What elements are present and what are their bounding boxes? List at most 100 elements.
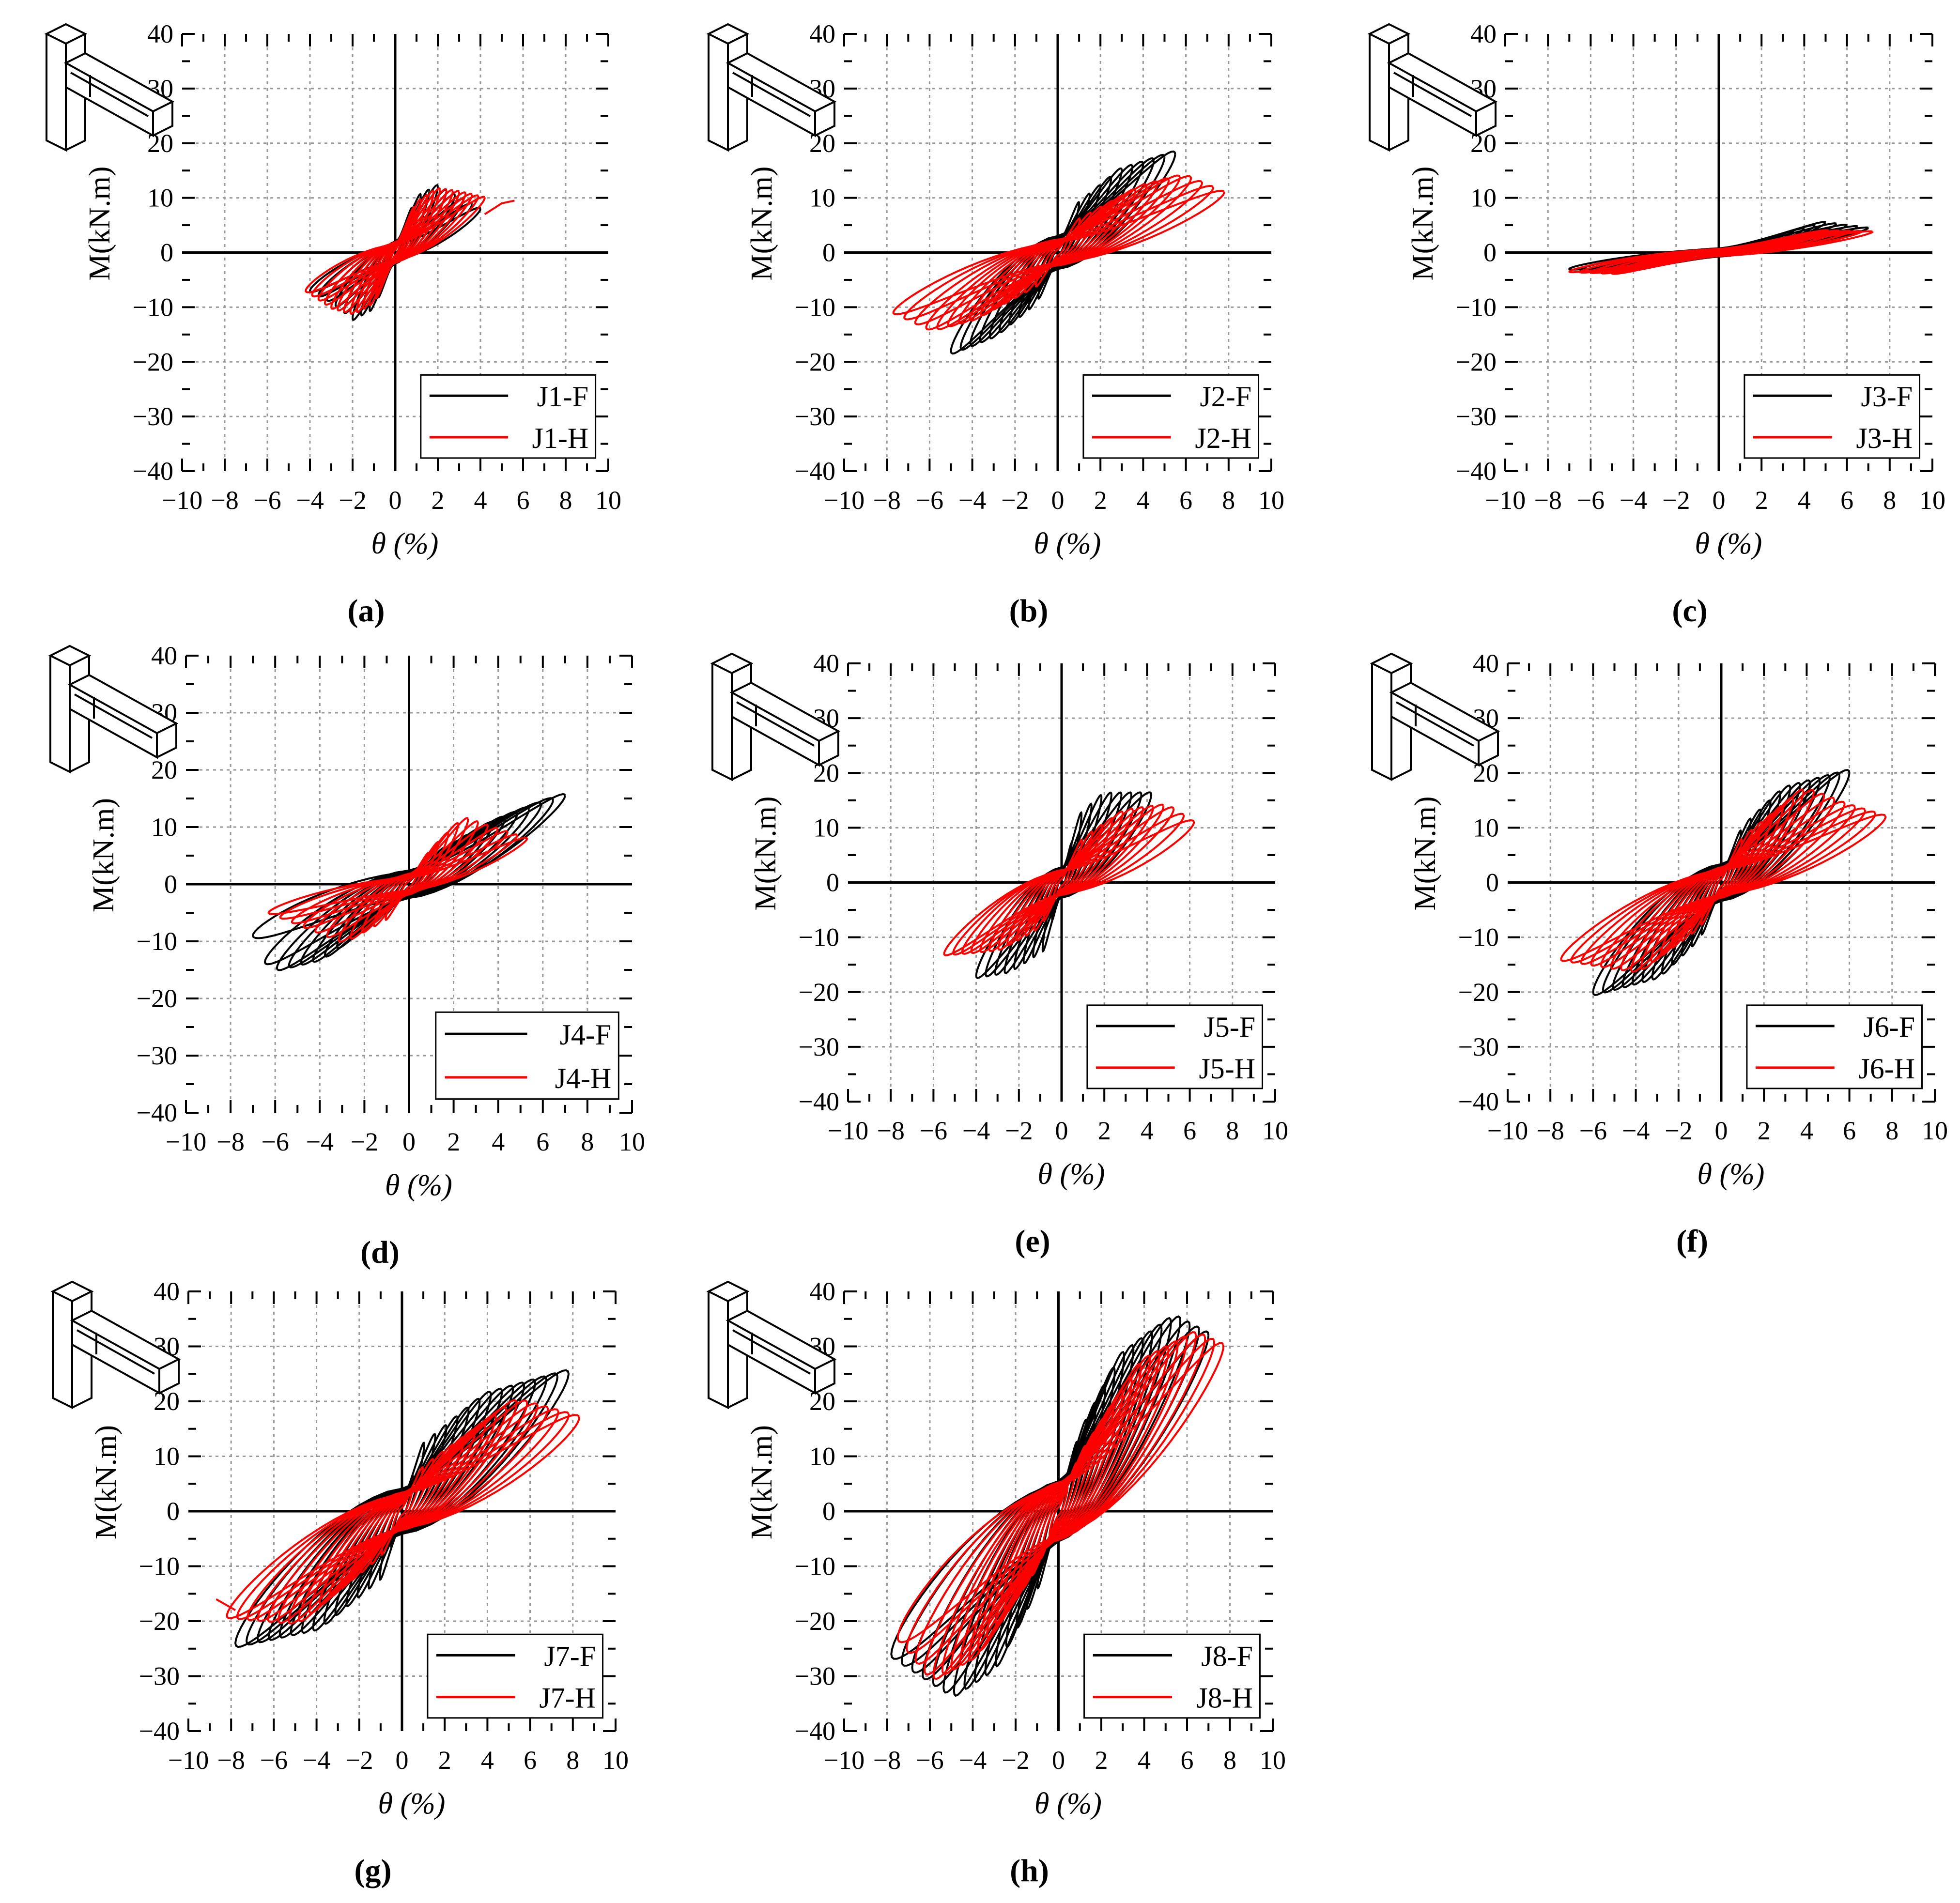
- chart-panel-g: −10 −8 −6 −4 −2 0 2 4 6 8 10−40−30−20−10010203040θ…: [50, 1277, 629, 1888]
- panel-label: (h): [1010, 1853, 1049, 1888]
- x-tick-label: 10: [1919, 486, 1945, 515]
- x-tick-label: 0: [1715, 1116, 1728, 1145]
- x-tick-label: −10: [824, 486, 864, 515]
- x-tick-label: −10: [168, 1746, 209, 1775]
- x-tick-label: −2: [339, 486, 366, 515]
- y-axis-label: M(kN.m): [90, 1425, 123, 1539]
- x-tick-label: 6: [517, 486, 530, 515]
- y-axis-label: M(kN.m): [745, 1425, 778, 1539]
- hysteresis-loop: [1568, 230, 1874, 274]
- x-tick-label: 4: [1138, 1746, 1151, 1775]
- y-tick-label: −40: [795, 1717, 835, 1746]
- y-tick-label: 40: [147, 19, 173, 48]
- y-tick-label: −10: [139, 1552, 180, 1581]
- y-tick-label: −20: [137, 984, 177, 1013]
- hysteresis-loop: [267, 836, 528, 915]
- legend-label: J8-F: [1201, 1640, 1253, 1672]
- beam-shape: [70, 1309, 181, 1395]
- y-tick-label: −10: [795, 1552, 835, 1581]
- x-tick-label: −4: [1622, 1116, 1650, 1145]
- x-tick-label: 6: [536, 1127, 549, 1156]
- y-tick-label: −40: [133, 457, 173, 486]
- y-tick-label: 10: [1473, 813, 1499, 842]
- hysteresis-loop: [1042, 839, 1083, 922]
- x-tick-label: −10: [166, 1127, 206, 1156]
- y-axis-label: M(kN.m): [745, 167, 778, 281]
- hysteresis-loop: [1590, 804, 1856, 967]
- hysteresis-loop: [896, 1342, 1225, 1643]
- x-tick-label: 6: [1840, 486, 1853, 515]
- x-tick-label: −6: [1579, 1116, 1607, 1145]
- x-tick-label: −8: [216, 1127, 244, 1156]
- hysteresis-loop: [324, 191, 467, 306]
- x-tick-label: 10: [1922, 1116, 1948, 1145]
- x-tick-label: −10: [824, 1746, 864, 1775]
- legend-box: [1746, 1004, 1923, 1090]
- legend: J1-F J1-H: [420, 374, 597, 459]
- y-tick-label: −30: [795, 402, 835, 431]
- x-tick-label: 6: [1181, 1746, 1194, 1775]
- x-axis-label: θ (%): [1698, 1158, 1765, 1191]
- y-tick-label: −10: [133, 292, 173, 322]
- y-tick-label: −20: [139, 1607, 180, 1636]
- hysteresis-loop: [303, 827, 499, 929]
- x-tick-label: 10: [602, 1746, 629, 1775]
- hysteresis-loop: [903, 184, 1214, 321]
- x-tick-label: 8: [1885, 1116, 1898, 1145]
- hysteresis-loop: [950, 1345, 1170, 1671]
- hysteresis-loop: [1610, 797, 1836, 970]
- x-tick-label: 4: [1800, 1116, 1813, 1145]
- y-tick-label: −40: [137, 1098, 177, 1127]
- hysteresis-loop: [943, 819, 1195, 956]
- legend: J3-F J3-H: [1744, 374, 1921, 459]
- hysteresis-loop: [368, 1433, 436, 1590]
- x-tick-label: 4: [1798, 486, 1811, 515]
- series-J8-H: [896, 1331, 1225, 1680]
- x-tick-label: −8: [211, 486, 238, 515]
- hysteresis-loop: [892, 189, 1225, 316]
- x-tick-label: −8: [873, 486, 900, 515]
- legend: J6-F J6-H: [1746, 1004, 1923, 1090]
- x-tick-label: 2: [447, 1127, 460, 1156]
- hysteresis-loop: [932, 1317, 1172, 1688]
- hysteresis-loop: [305, 196, 486, 293]
- y-tick-label: 40: [151, 641, 177, 670]
- legend-label: J6-H: [1858, 1053, 1915, 1085]
- y-tick-label: −30: [139, 1662, 180, 1691]
- beam-shape: [63, 52, 175, 138]
- beam-shape: [1387, 52, 1498, 138]
- beam-shape: [725, 1309, 837, 1395]
- beam-column-joint-diagram-icon: [706, 23, 837, 152]
- hysteresis-loop: [924, 1331, 1197, 1676]
- hysteresis-loop: [226, 1414, 580, 1619]
- x-axis-label: θ (%): [371, 527, 439, 560]
- y-tick-label: −30: [1456, 402, 1497, 431]
- y-tick-label: 10: [154, 1442, 180, 1471]
- x-tick-label: 8: [1226, 1116, 1239, 1145]
- y-tick-label: −30: [137, 1041, 177, 1070]
- hysteresis-loop: [1690, 829, 1753, 935]
- x-tick-label: −4: [1620, 486, 1647, 515]
- x-tick-label: −8: [877, 1116, 904, 1145]
- y-tick-label: 20: [151, 755, 177, 784]
- legend: J4-F J4-H: [435, 1011, 619, 1100]
- x-tick-label: −2: [1001, 486, 1029, 515]
- hysteresis-loop: [311, 194, 479, 298]
- hysteresis-loop: [914, 1334, 1206, 1665]
- x-tick-label: 8: [1883, 486, 1896, 515]
- x-tick-label: −2: [1005, 1116, 1033, 1145]
- x-tick-label: 6: [1179, 486, 1192, 515]
- x-tick-label: 8: [1222, 486, 1235, 515]
- panel-label: (c): [1672, 593, 1707, 629]
- legend-label: J3-F: [1861, 381, 1913, 413]
- hysteresis-loop: [355, 190, 435, 313]
- y-tick-label: −20: [799, 978, 839, 1007]
- hysteresis-loop: [1034, 217, 1081, 288]
- legend: J7-F J7-H: [427, 1633, 604, 1719]
- legend: J8-F J8-H: [1083, 1633, 1261, 1719]
- legend-label: J2-H: [1195, 422, 1251, 454]
- legend: J5-F J5-H: [1086, 1004, 1264, 1090]
- beam-column-joint-diagram-icon: [706, 1280, 837, 1410]
- beam-column-joint-diagram-icon: [1367, 23, 1498, 152]
- hysteresis-loop: [1600, 800, 1846, 968]
